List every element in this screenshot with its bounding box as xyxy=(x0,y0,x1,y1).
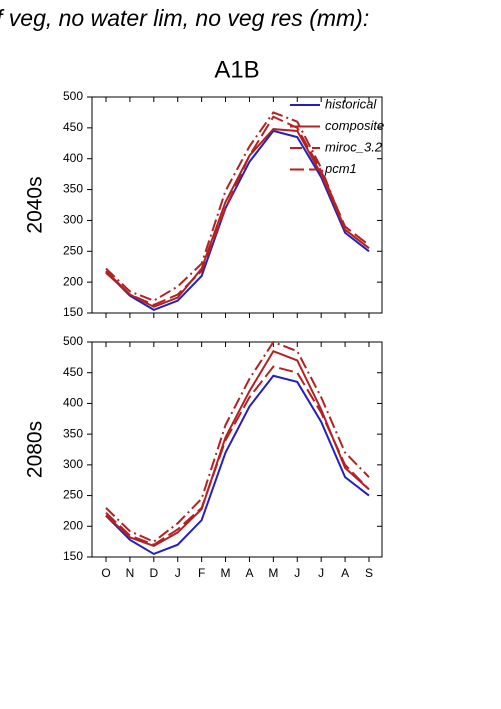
legend-label: composite xyxy=(325,118,384,133)
panel-title: A1B xyxy=(214,56,259,83)
y-tick-label: 400 xyxy=(63,151,83,165)
x-tick-label: N xyxy=(126,566,135,580)
plot-frame xyxy=(91,96,383,314)
x-tick-label: A xyxy=(341,566,349,580)
x-tick-label: J xyxy=(318,566,324,580)
y-tick-label: 450 xyxy=(63,120,83,134)
series-line xyxy=(105,129,370,312)
y-tick-label: 200 xyxy=(63,274,83,288)
y-tick-label: 400 xyxy=(63,396,83,410)
y-tick-label: 250 xyxy=(63,488,83,502)
y-tick-label: 500 xyxy=(63,334,83,348)
x-tick-label: M xyxy=(268,566,278,580)
figure-title: f veg, no water lim, no veg res (mm): xyxy=(0,5,369,31)
y-axis-label: 2080s xyxy=(24,421,47,478)
y-tick-label: 150 xyxy=(63,305,83,319)
x-tick-label: M xyxy=(221,566,231,580)
y-tick-label: 450 xyxy=(63,365,83,379)
y-tick-label: 300 xyxy=(63,457,83,471)
x-tick-label: O xyxy=(101,566,110,580)
x-tick-label: F xyxy=(198,566,205,580)
x-tick-label: J xyxy=(175,566,181,580)
y-tick-label: 250 xyxy=(63,243,83,257)
plot-frame xyxy=(91,341,383,558)
y-tick-label: 350 xyxy=(63,182,83,196)
x-tick-label: A xyxy=(245,566,253,580)
y-tick-label: 500 xyxy=(63,89,83,103)
legend-label: miroc_3.2 xyxy=(325,139,383,154)
series-line xyxy=(105,128,370,308)
x-tick-label: D xyxy=(149,566,158,580)
y-tick-label: 300 xyxy=(63,213,83,227)
legend-label: pcm1 xyxy=(324,161,357,176)
series-line xyxy=(105,340,370,543)
y-tick-label: 150 xyxy=(63,549,83,563)
x-tick-label: J xyxy=(294,566,300,580)
y-tick-label: 350 xyxy=(63,426,83,440)
series-line xyxy=(105,349,370,548)
y-tick-label: 200 xyxy=(63,518,83,532)
series-line xyxy=(105,365,370,546)
y-axis-label: 2040s xyxy=(24,176,47,233)
x-tick-label: S xyxy=(365,566,373,580)
series-line xyxy=(105,115,370,307)
legend-label: historical xyxy=(325,96,377,111)
series-line xyxy=(105,374,370,556)
